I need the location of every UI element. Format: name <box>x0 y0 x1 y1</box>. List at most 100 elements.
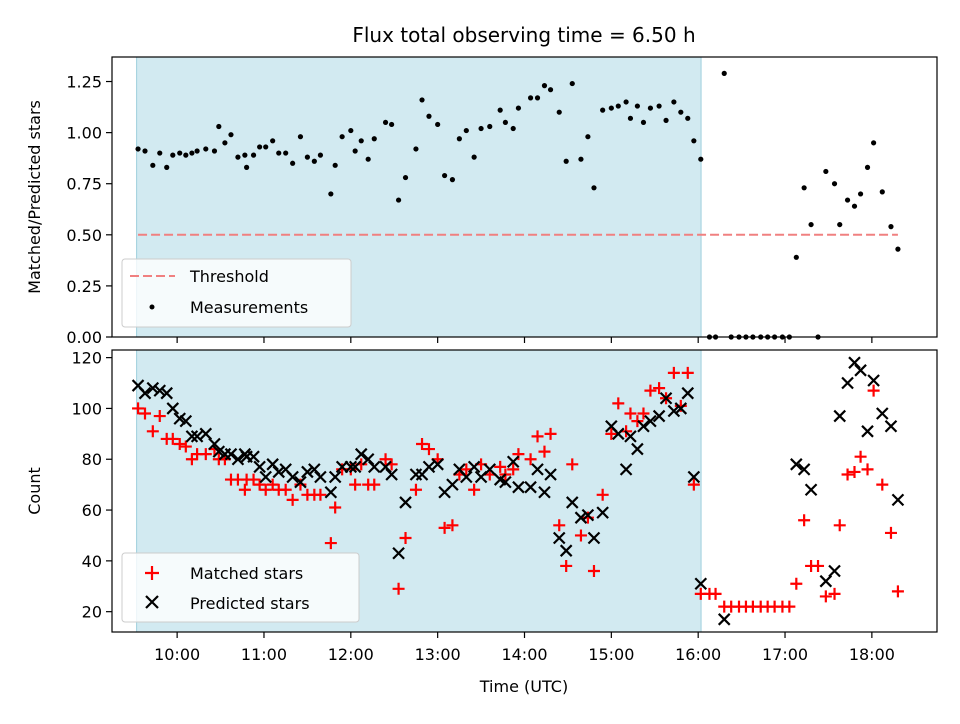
predicted-point <box>190 430 204 443</box>
predicted-point <box>644 414 657 428</box>
plot-frame-bottom <box>111 349 938 633</box>
predicted-point <box>208 437 221 451</box>
measurement-point <box>691 138 697 144</box>
measurement-point <box>263 144 269 150</box>
matched-point <box>279 483 292 496</box>
matched-point <box>238 483 251 496</box>
matched-point <box>538 445 551 458</box>
predicted-point <box>717 613 731 626</box>
predicted-point <box>385 468 398 481</box>
matched-point <box>819 590 832 603</box>
measurement-point <box>864 164 871 170</box>
measurement-point <box>837 221 843 228</box>
matched-point <box>166 432 179 445</box>
y-tick-label: 40 <box>82 552 102 571</box>
x-axis-label: Time (UTC) <box>479 677 568 696</box>
predicted-point <box>179 414 193 428</box>
predicted-point <box>581 508 595 522</box>
matched-point <box>681 366 694 379</box>
measurement-point <box>211 148 218 154</box>
predicted-point <box>565 496 579 509</box>
measurement-point <box>663 117 669 123</box>
matched-point <box>828 587 841 600</box>
matched-point <box>861 463 874 476</box>
matched-point <box>612 397 625 410</box>
predicted-point <box>854 364 867 377</box>
predicted-point <box>294 475 307 489</box>
x-ticks-top <box>176 337 873 343</box>
predicted-point <box>596 506 609 519</box>
predicted-point <box>531 463 544 476</box>
measurement-point <box>203 146 209 152</box>
matched-point <box>446 519 459 532</box>
measurement-point <box>879 189 885 195</box>
predicted-point <box>324 485 338 499</box>
matched-point <box>637 407 650 420</box>
predicted-point <box>884 419 898 433</box>
matched-point <box>833 519 846 532</box>
y-axis-label-bottom: Count <box>25 467 44 515</box>
predicted-point <box>224 447 238 461</box>
matched-point <box>324 537 337 550</box>
matched-point <box>644 384 657 397</box>
measurement-point <box>358 138 364 144</box>
y-tick-label: 0.50 <box>66 226 102 245</box>
measurement-point <box>685 115 691 121</box>
predicted-point <box>272 465 286 479</box>
predicted-point <box>612 427 625 441</box>
measurement-point <box>478 125 484 132</box>
predicted-point <box>354 447 368 461</box>
y-tick-label: 1.00 <box>66 124 102 143</box>
measurement-point <box>634 103 640 109</box>
predicted-point <box>138 386 152 400</box>
predicted-point <box>499 475 512 489</box>
measurement-point <box>352 148 358 154</box>
x-ticks-bottom: 10:00 11:00 12:00 13:00 14:00 15:00 16:00 17:00… <box>154 632 895 664</box>
predicted-point <box>659 391 673 405</box>
predicted-point <box>153 384 167 397</box>
measurement-point <box>871 140 877 146</box>
legend-measurement-swatch <box>149 304 155 310</box>
measurement-point <box>328 191 334 197</box>
measurement-point <box>678 109 684 115</box>
predicted-point <box>506 455 520 469</box>
matched-point <box>605 427 618 440</box>
matched-point <box>349 478 362 491</box>
measurement-point <box>442 172 448 179</box>
measurement-point <box>194 148 200 154</box>
measurement-point <box>244 164 250 170</box>
predicted-point <box>231 452 245 466</box>
matched-point <box>653 382 666 395</box>
measurement-point <box>189 150 195 156</box>
matched-point <box>544 427 557 440</box>
measurement-point <box>808 221 814 228</box>
matched-point <box>139 407 151 420</box>
measurement-point <box>640 119 647 126</box>
predicted-point <box>624 430 637 443</box>
measurement-point <box>339 134 345 140</box>
predicted-point <box>259 470 272 484</box>
measurement-point <box>578 156 584 162</box>
measurement-point <box>534 95 541 101</box>
predicted-point <box>544 468 557 481</box>
matched-point <box>392 582 405 595</box>
measurement-point <box>449 177 456 183</box>
measurement-point <box>270 138 276 144</box>
predicted-point <box>828 564 841 578</box>
matched-point <box>798 514 811 527</box>
measurement-point <box>831 181 838 187</box>
measurement-point <box>497 107 503 113</box>
legend-bottom: Matched stars Predicted stars <box>121 552 360 623</box>
matched-point <box>841 468 854 481</box>
y-tick-label: 60 <box>82 501 102 520</box>
measurement-point <box>851 203 858 209</box>
matched-point <box>687 478 700 491</box>
measurement-point <box>395 197 402 203</box>
predicted-point <box>631 442 644 456</box>
measurement-point <box>456 136 462 142</box>
matched-point <box>259 483 272 496</box>
matched-point <box>409 483 422 496</box>
measurement-point <box>487 123 493 130</box>
predicted-point <box>160 386 173 400</box>
measurement-point <box>216 123 222 130</box>
